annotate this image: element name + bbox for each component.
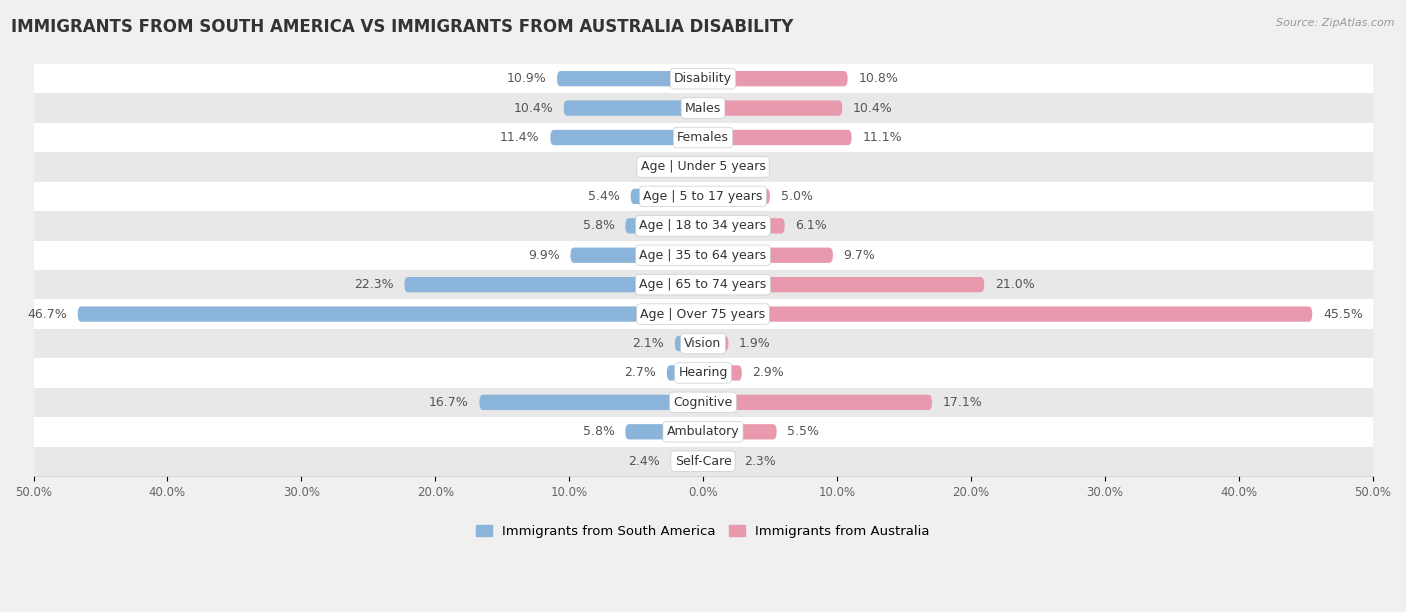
Text: 10.4%: 10.4% [513,102,553,114]
FancyBboxPatch shape [77,307,703,322]
FancyBboxPatch shape [631,188,703,204]
FancyBboxPatch shape [703,424,776,439]
FancyBboxPatch shape [703,248,832,263]
Bar [34,447,1372,476]
Text: 11.1%: 11.1% [862,131,903,144]
Text: 2.1%: 2.1% [633,337,664,350]
Text: Age | 18 to 34 years: Age | 18 to 34 years [640,219,766,233]
FancyBboxPatch shape [688,159,703,174]
FancyBboxPatch shape [703,453,734,469]
FancyBboxPatch shape [703,307,1312,322]
FancyBboxPatch shape [703,100,842,116]
FancyBboxPatch shape [671,453,703,469]
FancyBboxPatch shape [626,424,703,439]
FancyBboxPatch shape [703,365,742,381]
Text: 2.4%: 2.4% [628,455,661,468]
Text: Hearing: Hearing [678,367,728,379]
FancyBboxPatch shape [405,277,703,293]
Text: 11.4%: 11.4% [501,131,540,144]
Bar [34,241,1372,270]
Text: 17.1%: 17.1% [942,396,983,409]
FancyBboxPatch shape [703,395,932,410]
Text: 5.5%: 5.5% [787,425,820,438]
FancyBboxPatch shape [557,71,703,86]
FancyBboxPatch shape [703,71,848,86]
Text: 6.1%: 6.1% [796,219,827,233]
Bar [34,329,1372,358]
FancyBboxPatch shape [564,100,703,116]
FancyBboxPatch shape [703,336,728,351]
Bar [34,64,1372,94]
Text: 2.9%: 2.9% [752,367,785,379]
FancyBboxPatch shape [479,395,703,410]
FancyBboxPatch shape [626,218,703,233]
Text: Vision: Vision [685,337,721,350]
FancyBboxPatch shape [703,277,984,293]
Text: 1.9%: 1.9% [740,337,770,350]
Bar [34,387,1372,417]
Text: 2.3%: 2.3% [745,455,776,468]
FancyBboxPatch shape [703,188,770,204]
Bar [34,299,1372,329]
Text: Disability: Disability [673,72,733,85]
Text: Self-Care: Self-Care [675,455,731,468]
Text: Source: ZipAtlas.com: Source: ZipAtlas.com [1277,18,1395,28]
Bar [34,152,1372,182]
Text: Age | 5 to 17 years: Age | 5 to 17 years [644,190,762,203]
Text: Age | 35 to 64 years: Age | 35 to 64 years [640,248,766,262]
Text: 9.9%: 9.9% [529,248,560,262]
Text: 1.2%: 1.2% [644,160,676,173]
Bar [34,417,1372,447]
FancyBboxPatch shape [703,130,852,145]
Text: 5.8%: 5.8% [582,425,614,438]
Text: Males: Males [685,102,721,114]
Bar [34,211,1372,241]
Text: 10.4%: 10.4% [853,102,893,114]
Text: 45.5%: 45.5% [1323,308,1362,321]
Text: 5.8%: 5.8% [582,219,614,233]
Bar [34,358,1372,387]
Text: 46.7%: 46.7% [27,308,67,321]
Bar [34,182,1372,211]
Text: 2.7%: 2.7% [624,367,657,379]
Text: Age | 65 to 74 years: Age | 65 to 74 years [640,278,766,291]
Legend: Immigrants from South America, Immigrants from Australia: Immigrants from South America, Immigrant… [471,520,935,543]
Text: Cognitive: Cognitive [673,396,733,409]
Text: Ambulatory: Ambulatory [666,425,740,438]
FancyBboxPatch shape [675,336,703,351]
Text: 10.8%: 10.8% [858,72,898,85]
Text: 10.9%: 10.9% [506,72,547,85]
FancyBboxPatch shape [703,218,785,233]
Text: Age | Under 5 years: Age | Under 5 years [641,160,765,173]
Text: 5.4%: 5.4% [588,190,620,203]
FancyBboxPatch shape [703,159,718,174]
Bar [34,270,1372,299]
Bar [34,123,1372,152]
FancyBboxPatch shape [571,248,703,263]
Text: 16.7%: 16.7% [429,396,468,409]
FancyBboxPatch shape [550,130,703,145]
Text: 9.7%: 9.7% [844,248,876,262]
Bar [34,94,1372,123]
Text: 22.3%: 22.3% [354,278,394,291]
Text: 1.2%: 1.2% [730,160,762,173]
Text: Females: Females [678,131,728,144]
Text: IMMIGRANTS FROM SOUTH AMERICA VS IMMIGRANTS FROM AUSTRALIA DISABILITY: IMMIGRANTS FROM SOUTH AMERICA VS IMMIGRA… [11,18,793,36]
FancyBboxPatch shape [666,365,703,381]
Text: Age | Over 75 years: Age | Over 75 years [641,308,765,321]
Text: 21.0%: 21.0% [995,278,1035,291]
Text: 5.0%: 5.0% [780,190,813,203]
